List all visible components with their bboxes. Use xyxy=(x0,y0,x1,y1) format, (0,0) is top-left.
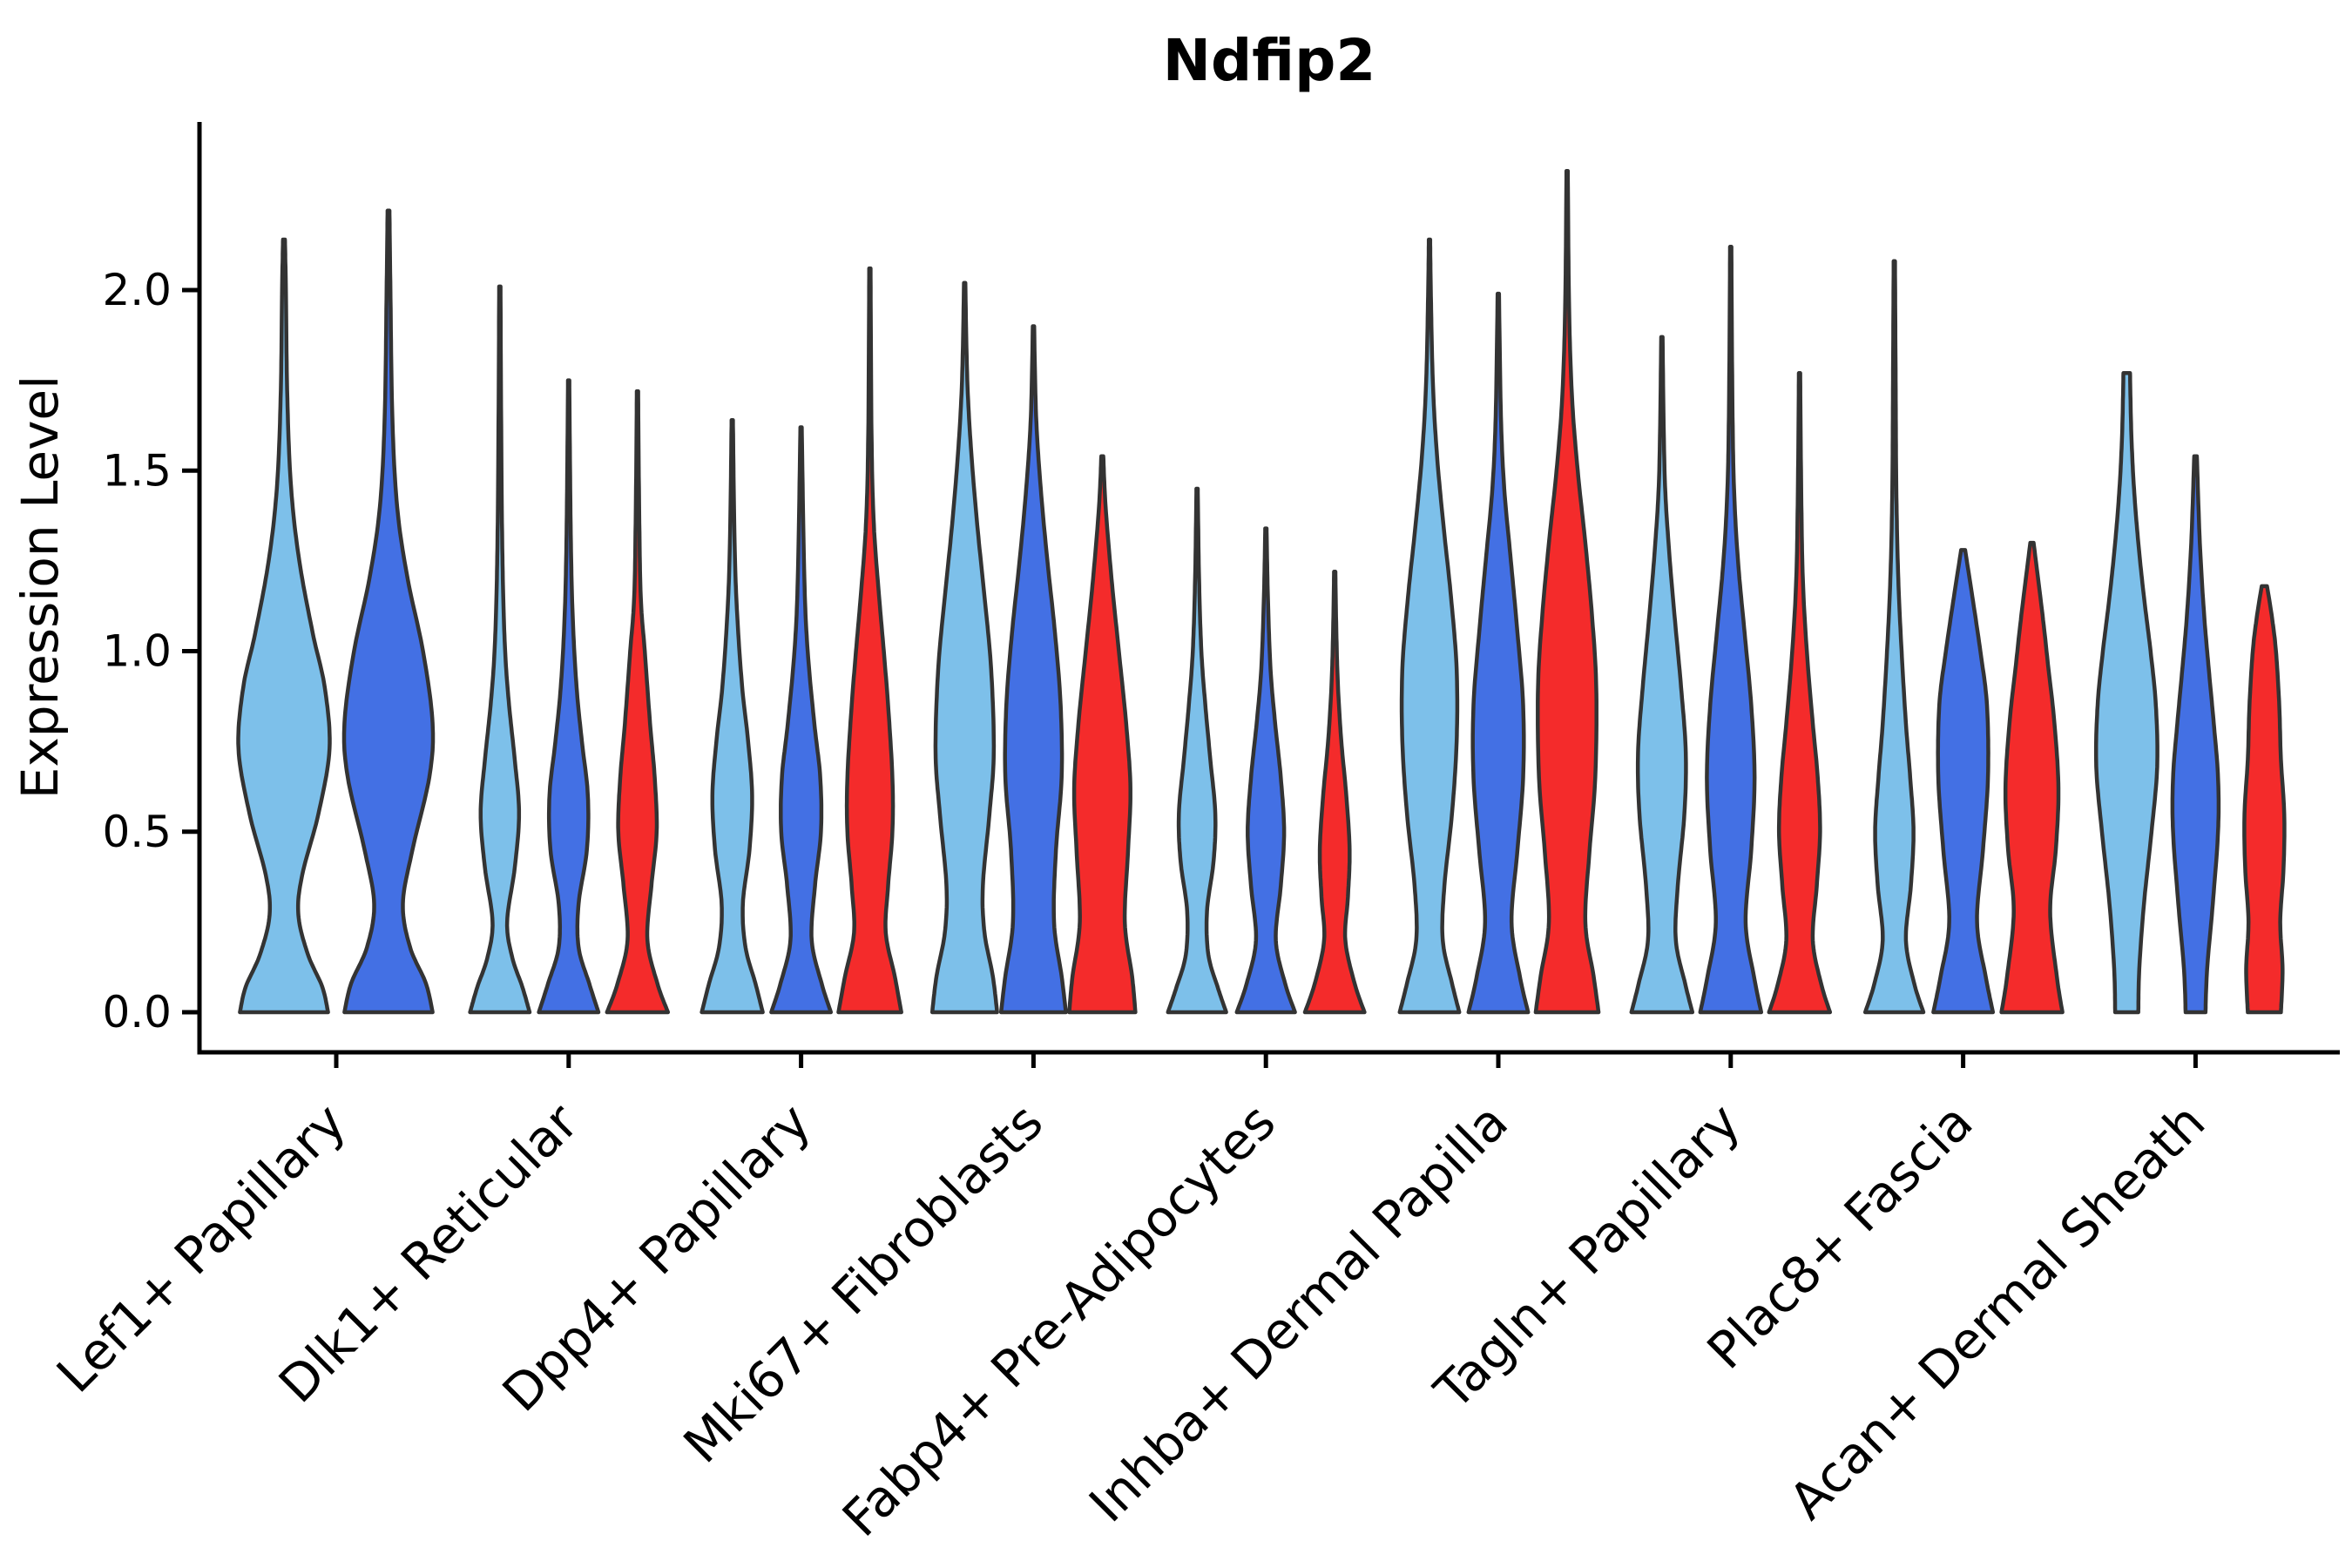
violin-3-2 xyxy=(769,425,834,1015)
violin-6-2 xyxy=(1466,291,1531,1015)
violin-1-2 xyxy=(341,208,436,1015)
violin-9-2 xyxy=(2170,454,2221,1015)
violin-5-1 xyxy=(1166,486,1228,1015)
x-tick-label: Fabp4+ Pre-Adipocytes xyxy=(831,1092,1287,1548)
violin-5-2 xyxy=(1234,526,1297,1015)
x-tick-label: Inhba+ Dermal Papilla xyxy=(1078,1092,1519,1534)
violin-9-1 xyxy=(2093,371,2159,1015)
chart-title: Ndfip2 xyxy=(1163,27,1376,94)
violin-7-3 xyxy=(1767,371,1833,1015)
violin-2-2 xyxy=(537,378,601,1015)
y-tick-label: 2.0 xyxy=(102,265,172,315)
violin-2-1 xyxy=(468,284,532,1015)
violin-4-1 xyxy=(929,280,999,1015)
y-tick-label: 1.0 xyxy=(102,626,172,677)
violin-9-3 xyxy=(2242,584,2287,1015)
violin-6-3 xyxy=(1533,168,1601,1015)
violin-1-1 xyxy=(236,237,332,1015)
y-tick-label: 0.5 xyxy=(102,807,172,857)
violin-8-3 xyxy=(1999,540,2065,1015)
violin-6-1 xyxy=(1397,237,1462,1015)
y-axis-label: Expression Level xyxy=(10,375,70,799)
violin-5-3 xyxy=(1302,570,1367,1015)
x-tick-label: Acan+ Dermal Sheath xyxy=(1778,1092,2216,1531)
violin-3-1 xyxy=(700,417,765,1015)
violin-7-1 xyxy=(1629,335,1695,1015)
violin-8-1 xyxy=(1862,259,1926,1015)
violin-2-3 xyxy=(605,389,671,1015)
violin-4-3 xyxy=(1067,454,1138,1015)
y-tick-label: 1.5 xyxy=(102,445,172,496)
violin-7-2 xyxy=(1698,245,1764,1015)
violin-3-3 xyxy=(836,266,903,1015)
violin-4-2 xyxy=(998,324,1068,1015)
y-tick-label: 0.0 xyxy=(102,987,172,1037)
violin-8-2 xyxy=(1931,548,1996,1015)
